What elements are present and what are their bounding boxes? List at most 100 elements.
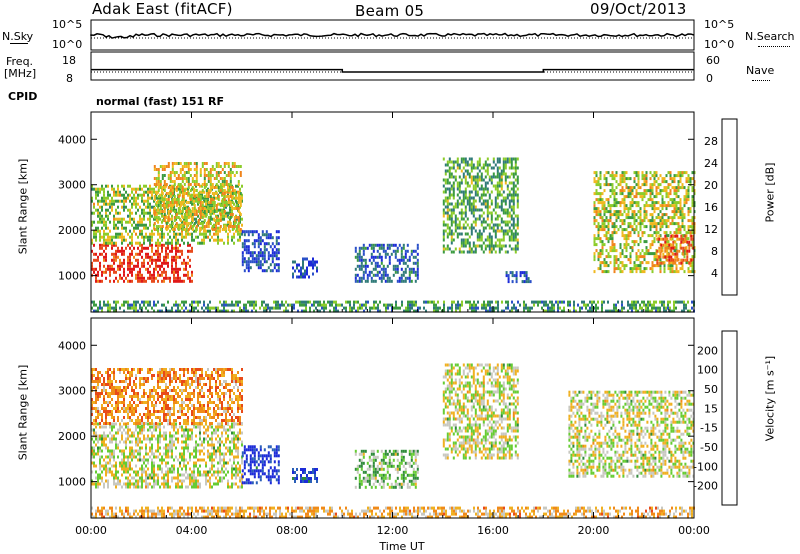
data-cell	[101, 434, 103, 438]
data-cell	[197, 241, 199, 245]
data-cell	[157, 246, 159, 250]
data-cell	[496, 196, 499, 200]
data-cell	[229, 171, 232, 174]
data-cell	[217, 202, 219, 206]
data-cell	[486, 208, 489, 212]
data-cell	[263, 245, 266, 249]
data-cell	[531, 306, 533, 310]
data-cell	[135, 440, 137, 444]
data-cell	[621, 303, 623, 307]
data-cell	[388, 246, 391, 250]
data-cell	[597, 177, 600, 181]
data-cell	[395, 300, 397, 304]
data-cell	[93, 446, 95, 450]
data-cell	[595, 306, 597, 310]
station-title: Adak East (fitACF)	[92, 0, 233, 18]
data-cell	[235, 229, 237, 233]
data-cell	[173, 228, 176, 231]
data-cell	[682, 258, 685, 262]
data-cell	[141, 306, 143, 310]
data-cell	[135, 449, 137, 453]
data-cell	[181, 261, 183, 265]
data-cell	[635, 255, 638, 259]
data-cell	[123, 235, 125, 239]
data-cell	[416, 261, 419, 265]
data-cell	[663, 204, 666, 208]
data-cell	[203, 220, 205, 224]
data-cell	[490, 199, 493, 203]
data-cell	[450, 193, 453, 197]
data-cell	[139, 431, 141, 435]
data-cell	[651, 189, 654, 193]
data-cell	[474, 220, 477, 224]
data-cell	[478, 235, 481, 239]
data-cell	[103, 300, 105, 304]
data-cell	[311, 303, 313, 307]
data-cell	[382, 276, 385, 280]
data-cell	[157, 216, 160, 219]
data-cell	[619, 192, 622, 196]
data-cell	[662, 261, 665, 265]
data-cell	[171, 198, 174, 201]
data-cell	[510, 181, 513, 185]
data-cell	[303, 300, 305, 304]
data-cell	[613, 213, 616, 217]
data-cell	[107, 202, 109, 206]
data-cell	[159, 201, 162, 204]
data-cell	[500, 220, 503, 224]
data-cell	[177, 267, 179, 271]
data-cell	[551, 300, 553, 304]
data-cell	[468, 205, 471, 209]
data-cell	[639, 210, 642, 214]
data-cell	[153, 473, 155, 477]
data-cell	[153, 165, 156, 168]
data-cell	[95, 443, 97, 447]
data-cell	[444, 229, 447, 233]
data-cell	[631, 189, 634, 193]
data-cell	[229, 168, 232, 171]
data-cell	[659, 264, 662, 268]
data-cell	[151, 261, 153, 265]
data-cell	[227, 232, 229, 236]
data-cell	[143, 300, 145, 304]
data-cell	[490, 175, 493, 179]
data-cell	[147, 309, 149, 313]
data-cell	[521, 280, 524, 284]
data-cell	[175, 279, 177, 283]
data-cell	[275, 236, 278, 240]
data-cell	[221, 183, 224, 186]
data-cell	[635, 195, 638, 199]
data-cell	[691, 219, 694, 223]
data-cell	[599, 192, 602, 196]
data-cell	[466, 223, 469, 227]
data-cell	[401, 303, 403, 307]
data-cell	[621, 177, 624, 181]
data-cell	[145, 246, 147, 250]
data-cell	[117, 184, 119, 188]
data-cell	[119, 479, 121, 483]
data-cell	[446, 181, 449, 185]
data-cell	[292, 260, 294, 264]
data-cell	[159, 196, 161, 200]
data-cell	[597, 213, 600, 217]
data-cell	[157, 300, 159, 304]
data-cell	[253, 242, 256, 246]
data-cell	[370, 279, 373, 283]
data-cell	[603, 225, 606, 229]
data-cell	[675, 186, 678, 190]
data-cell	[131, 202, 133, 206]
data-cell	[448, 187, 451, 191]
data-cell	[185, 235, 187, 239]
data-cell	[145, 464, 147, 468]
data-cell	[615, 213, 618, 217]
data-cell	[191, 238, 193, 242]
data-cell	[115, 252, 117, 256]
data-cell	[380, 243, 383, 247]
data-cell	[201, 232, 203, 236]
data-cell	[173, 303, 175, 307]
data-cell	[203, 177, 206, 180]
data-cell	[651, 192, 654, 196]
data-cell	[460, 157, 463, 161]
data-cell	[516, 205, 519, 209]
data-cell	[99, 455, 101, 459]
